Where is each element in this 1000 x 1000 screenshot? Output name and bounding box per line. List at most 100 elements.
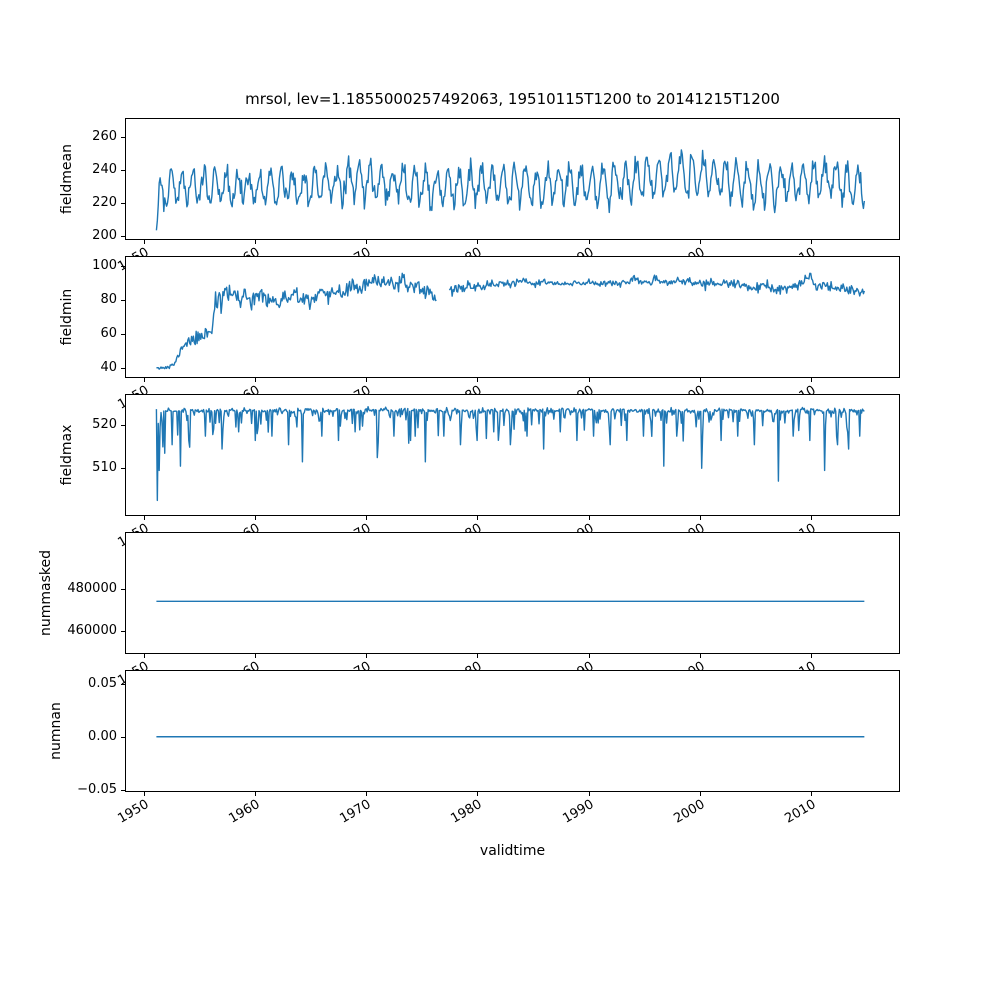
x-tick-mark <box>255 240 256 244</box>
line-plot-fieldmax <box>155 405 865 502</box>
x-tick-mark <box>811 378 812 382</box>
x-tick-mark <box>255 516 256 520</box>
x-tick-label: 2010 <box>782 659 819 689</box>
y-axis-label-fieldmin: fieldmin <box>59 288 75 346</box>
axes-fieldmin <box>125 256 900 378</box>
y-axis-label-numnan: numnan <box>48 702 64 760</box>
x-tick-label: 1980 <box>448 521 485 551</box>
x-tick-label: 1980 <box>448 383 485 413</box>
y-axis-label-fieldmean: fieldmean <box>59 144 75 214</box>
x-tick-label: 1970 <box>337 797 374 827</box>
y-tick-mark <box>121 737 125 738</box>
chart-title: mrsol, lev=1.1855000257492063, 19510115T… <box>245 90 780 108</box>
y-tick-mark <box>121 589 125 590</box>
x-tick-label: 2000 <box>671 245 708 275</box>
x-tick-label: 2000 <box>671 383 708 413</box>
y-tick-mark <box>121 790 125 791</box>
x-tick-label: 2010 <box>782 383 819 413</box>
x-tick-label: 2000 <box>671 797 708 827</box>
axes-fieldmean <box>125 118 900 240</box>
x-tick-mark <box>366 240 367 244</box>
x-tick-label: 1960 <box>226 797 263 827</box>
x-tick-mark <box>144 792 145 796</box>
x-tick-label: 1990 <box>560 797 597 827</box>
x-tick-label: 1970 <box>337 245 374 275</box>
line-plot-fieldmin <box>156 272 866 370</box>
x-tick-mark <box>144 378 145 382</box>
y-axis-label-nummasked: nummasked <box>38 550 54 637</box>
x-tick-label: 1950 <box>115 797 152 827</box>
x-tick-mark <box>477 654 478 658</box>
x-tick-mark <box>811 516 812 520</box>
y-tick-label: 220 <box>92 195 117 210</box>
x-tick-label: 1990 <box>560 383 597 413</box>
y-tick-label: −0.05 <box>77 782 117 797</box>
x-tick-label: 1960 <box>226 383 263 413</box>
x-tick-label: 1970 <box>337 521 374 551</box>
x-tick-mark <box>700 792 701 796</box>
series-line-fieldmean <box>155 149 866 231</box>
x-tick-mark <box>477 240 478 244</box>
y-tick-mark <box>121 631 125 632</box>
x-tick-mark <box>366 516 367 520</box>
line-plot-nummasked <box>156 600 865 602</box>
x-tick-label: 2000 <box>671 659 708 689</box>
x-tick-mark <box>700 378 701 382</box>
y-tick-mark <box>121 468 125 469</box>
x-tick-mark <box>589 516 590 520</box>
x-tick-label: 1950 <box>115 245 152 275</box>
x-tick-mark <box>144 240 145 244</box>
y-tick-mark <box>121 203 125 204</box>
x-tick-mark <box>811 792 812 796</box>
y-tick-mark <box>121 425 125 426</box>
x-tick-mark <box>255 378 256 382</box>
x-tick-mark <box>366 654 367 658</box>
x-axis-label: validtime <box>479 843 546 859</box>
series-line-fieldmin <box>156 272 866 370</box>
x-tick-mark <box>811 240 812 244</box>
y-tick-label: 0.00 <box>88 729 117 744</box>
line-plot-numnan <box>156 736 865 738</box>
y-tick-label: 260 <box>92 129 117 144</box>
x-tick-label: 2010 <box>782 521 819 551</box>
x-tick-mark <box>144 516 145 520</box>
x-tick-label: 1990 <box>560 245 597 275</box>
x-tick-mark <box>366 792 367 796</box>
x-tick-label: 1950 <box>115 521 152 551</box>
x-tick-mark <box>589 654 590 658</box>
x-tick-mark <box>589 378 590 382</box>
x-tick-mark <box>255 654 256 658</box>
x-tick-mark <box>477 378 478 382</box>
axes-nummasked <box>125 532 900 654</box>
axes-numnan <box>125 670 900 792</box>
y-tick-label: 40 <box>100 360 117 375</box>
y-tick-mark <box>121 334 125 335</box>
x-tick-label: 1980 <box>448 659 485 689</box>
y-tick-label: 510 <box>92 460 117 475</box>
y-tick-label: 0.05 <box>88 676 117 691</box>
y-tick-label: 240 <box>92 162 117 177</box>
x-tick-mark <box>811 654 812 658</box>
x-tick-label: 1960 <box>226 521 263 551</box>
x-tick-mark <box>255 792 256 796</box>
y-tick-label: 200 <box>92 228 117 243</box>
y-tick-label: 80 <box>100 292 117 307</box>
x-tick-label: 1990 <box>560 521 597 551</box>
x-tick-label: 1950 <box>115 383 152 413</box>
x-tick-mark <box>477 792 478 796</box>
x-tick-mark <box>700 516 701 520</box>
x-tick-label: 1970 <box>337 659 374 689</box>
x-tick-mark <box>589 792 590 796</box>
x-tick-label: 1960 <box>226 245 263 275</box>
x-tick-label: 1960 <box>226 659 263 689</box>
y-tick-label: 60 <box>100 326 117 341</box>
y-axis-label-fieldmax: fieldmax <box>59 424 75 486</box>
x-tick-label: 1990 <box>560 659 597 689</box>
y-tick-mark <box>121 368 125 369</box>
y-tick-label: 480000 <box>67 581 117 596</box>
y-tick-mark <box>121 170 125 171</box>
x-tick-label: 1980 <box>448 797 485 827</box>
x-tick-label: 2010 <box>782 797 819 827</box>
series-line-fieldmax <box>155 405 865 502</box>
